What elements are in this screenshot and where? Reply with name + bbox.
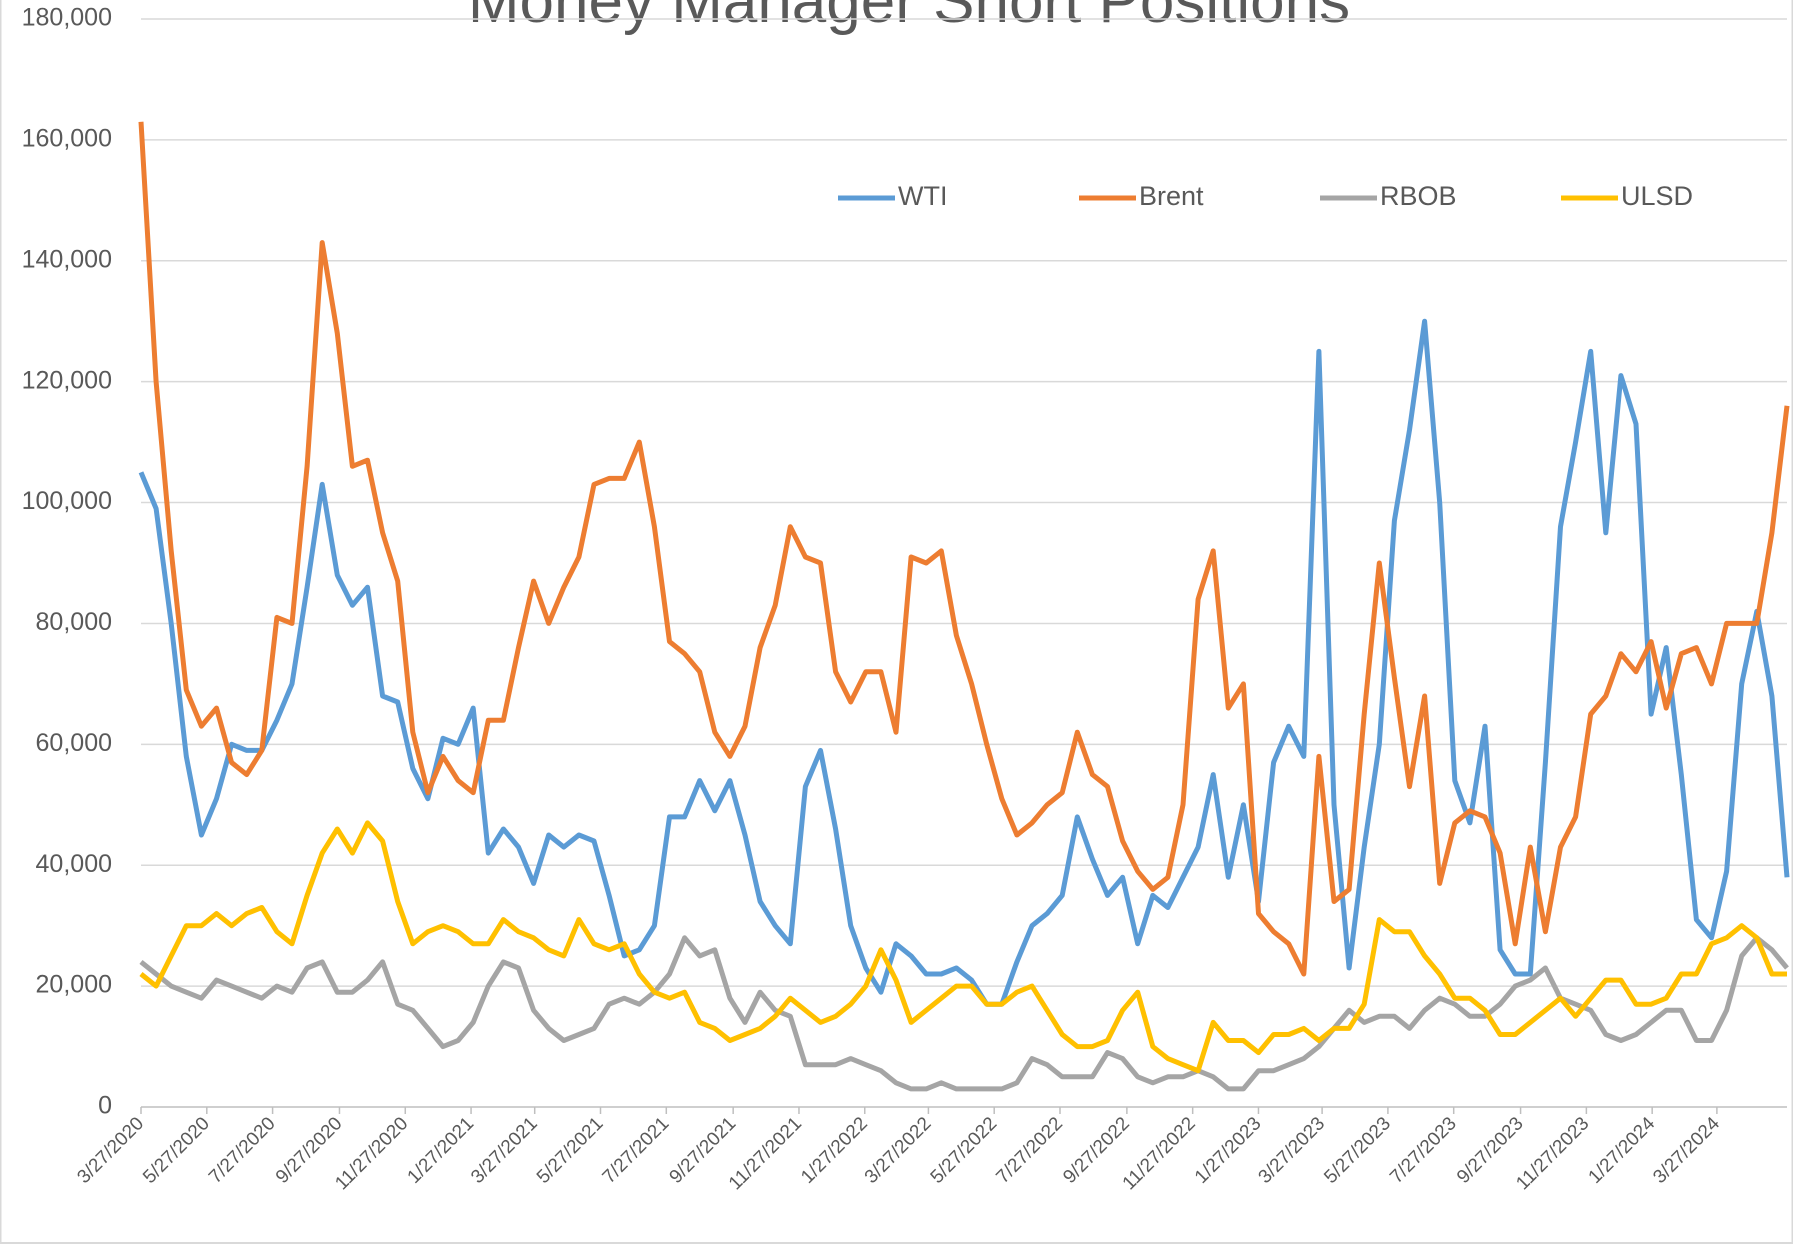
legend-label: ULSD — [1621, 181, 1693, 211]
y-tick-label: 120,000 — [22, 366, 112, 394]
y-tick-label: 20,000 — [36, 971, 112, 999]
legend-label: RBOB — [1380, 181, 1457, 211]
series-line — [139, 820, 1787, 1074]
legend-label: WTI — [898, 181, 947, 211]
series-line — [138, 318, 1790, 1007]
y-tick-label: 60,000 — [36, 729, 112, 757]
legend-label: Brent — [1139, 181, 1204, 211]
y-tick-label: 100,000 — [22, 487, 112, 515]
chart-title: Money Manager Short Positions — [468, 0, 1350, 36]
y-tick-label: 40,000 — [36, 850, 112, 878]
y-tick-label: 0 — [98, 1092, 112, 1120]
series-line — [138, 121, 1790, 977]
series-line — [139, 935, 1789, 1092]
y-tick-label: 160,000 — [22, 124, 112, 152]
y-tick-label: 140,000 — [22, 245, 112, 273]
y-tick-label: 180,000 — [22, 4, 112, 32]
y-tick-label: 80,000 — [36, 608, 112, 636]
